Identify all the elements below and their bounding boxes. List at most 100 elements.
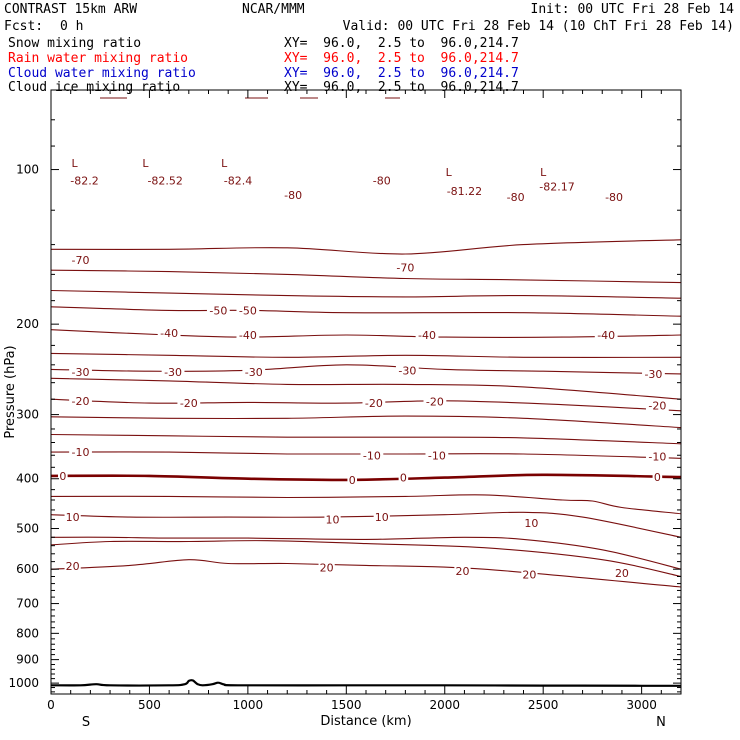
- contour-label-bg: [157, 326, 181, 339]
- contour-label-bg: [652, 471, 663, 484]
- contour-label-bg: [64, 560, 81, 573]
- contour-label: -82.4: [224, 174, 252, 187]
- contour-label: -70: [72, 254, 90, 267]
- isotherm--20-line: [50, 415, 682, 429]
- contour-label-bg: [281, 188, 305, 201]
- low-marker: L: [446, 166, 453, 179]
- contour-label: -20: [426, 396, 444, 409]
- contour-label-bg: [58, 469, 68, 482]
- contour-label-bg: [645, 450, 669, 463]
- terrain-line: [50, 679, 681, 687]
- forecast-label: Fcst:: [4, 19, 44, 34]
- x-tick-label: 2500: [528, 698, 559, 712]
- field-snow-xy: XY= 96.0, 2.5 to 96.0,214.7: [284, 36, 519, 51]
- contour-label: -40: [160, 327, 178, 340]
- y-tick-label: 800: [16, 626, 39, 640]
- contour-label: 10: [375, 511, 389, 524]
- y-tick-label: 100: [16, 163, 39, 177]
- x-tick-label: 500: [138, 698, 161, 712]
- init-time: Init: 00 UTC Fri 28 Feb 14: [530, 2, 735, 17]
- contour-label: -20: [72, 395, 90, 408]
- contour-label: -40: [239, 329, 257, 342]
- contour-label: -20: [365, 397, 383, 410]
- contour-label-bg: [206, 304, 230, 317]
- isotherm--70-line: [50, 239, 682, 255]
- contour-label: -30: [72, 366, 90, 379]
- contour-labels: -82.2 -82.52 -82.4 -80 -80 -81.22 -80 -82.17 -80…: [58, 157, 669, 582]
- isotherm-10-line: [50, 536, 682, 570]
- contour-label: -10: [648, 450, 666, 463]
- isotherm--20-line: [50, 398, 682, 412]
- contour-label-bg: [177, 397, 201, 410]
- isotherm-contours: [50, 97, 682, 588]
- contour-label: 20: [455, 565, 469, 578]
- isotherm-0-line: [50, 494, 682, 515]
- field-cloud-water-xy: XY= 96.0, 2.5 to 96.0,214.7: [284, 66, 519, 81]
- field-snow-label: Snow mixing ratio: [8, 36, 142, 51]
- contour-label: -30: [398, 364, 416, 377]
- contour-label-bg: [613, 566, 631, 579]
- contour-label-bg: [69, 366, 92, 379]
- field-cloud-water-label: Cloud water mixing ratio: [8, 66, 196, 81]
- contour-label: 0: [654, 471, 661, 484]
- contour-label-bg: [398, 471, 409, 484]
- axes: 0 500 1000 1500 2000 2500 30001002003004005006…: [8, 90, 681, 712]
- contour-label-bg: [423, 395, 447, 408]
- x-tick-label: 2000: [429, 698, 460, 712]
- contour-label: -80: [605, 191, 623, 204]
- x-tick-label: 3000: [626, 698, 657, 712]
- contour-label: -81.22: [447, 185, 482, 198]
- contour-label-bg: [347, 473, 358, 486]
- contour-label-bg: [220, 174, 257, 187]
- y-tick-label: 200: [16, 317, 39, 331]
- low-marker: L: [72, 157, 79, 170]
- x-tick-label: 1000: [233, 698, 264, 712]
- contour-label-bg: [360, 449, 384, 462]
- contour-label-bg: [602, 190, 626, 203]
- contour-label: -30: [245, 366, 263, 379]
- forecast-hour: 0 h: [60, 19, 84, 34]
- contour-label: -10: [363, 449, 381, 462]
- contour-label-bg: [69, 253, 92, 266]
- contour-label: -82.17: [539, 181, 574, 194]
- center-label: NCAR/MMM: [242, 2, 305, 17]
- contour-label-bg: [362, 397, 386, 410]
- isotherm--60-line: [50, 289, 682, 299]
- contour-label: -50: [239, 304, 257, 317]
- isotherm--40-line: [50, 329, 682, 338]
- contour-label-bg: [645, 399, 669, 412]
- contour-label: -80: [507, 191, 525, 204]
- x-end-left: S: [82, 715, 90, 730]
- contour-label: 20: [615, 567, 629, 580]
- isotherm-10-line: [50, 511, 682, 538]
- valid-time: Valid: 00 UTC Fri 28 Feb 14 (10 ChT Fri …: [342, 19, 734, 34]
- contour-label-bg: [324, 513, 341, 526]
- x-tick-label: 1500: [331, 698, 362, 712]
- terrain-surface: [50, 679, 681, 687]
- contour-label-bg: [395, 364, 419, 377]
- y-tick-label: 700: [16, 597, 39, 611]
- contour-label-bg: [236, 329, 260, 342]
- contour-label: -10: [428, 449, 446, 462]
- isotherm-0-line: [50, 473, 682, 482]
- contour-label: -82.2: [70, 174, 98, 187]
- contour-label: 10: [66, 511, 80, 524]
- y-tick-label: 900: [16, 653, 39, 667]
- isotherm--10-line: [50, 451, 682, 459]
- isotherm-20-line: [50, 559, 682, 588]
- x-axis-label: Distance (km): [320, 714, 411, 729]
- isotherm--30-line: [50, 377, 682, 400]
- low-marker: L: [221, 157, 228, 170]
- contour-label-bg: [443, 184, 486, 197]
- contour-label-bg: [393, 261, 417, 274]
- contour-label: 0: [349, 474, 356, 487]
- contour-label-bg: [66, 174, 103, 187]
- isotherm--30-line: [50, 364, 682, 375]
- y-tick-label: 600: [16, 562, 39, 576]
- contour-label: -80: [373, 174, 391, 187]
- contour-label: -80: [284, 189, 302, 202]
- contour-label: -30: [164, 366, 182, 379]
- contour-label: -40: [597, 329, 615, 342]
- contour-label-bg: [370, 174, 394, 187]
